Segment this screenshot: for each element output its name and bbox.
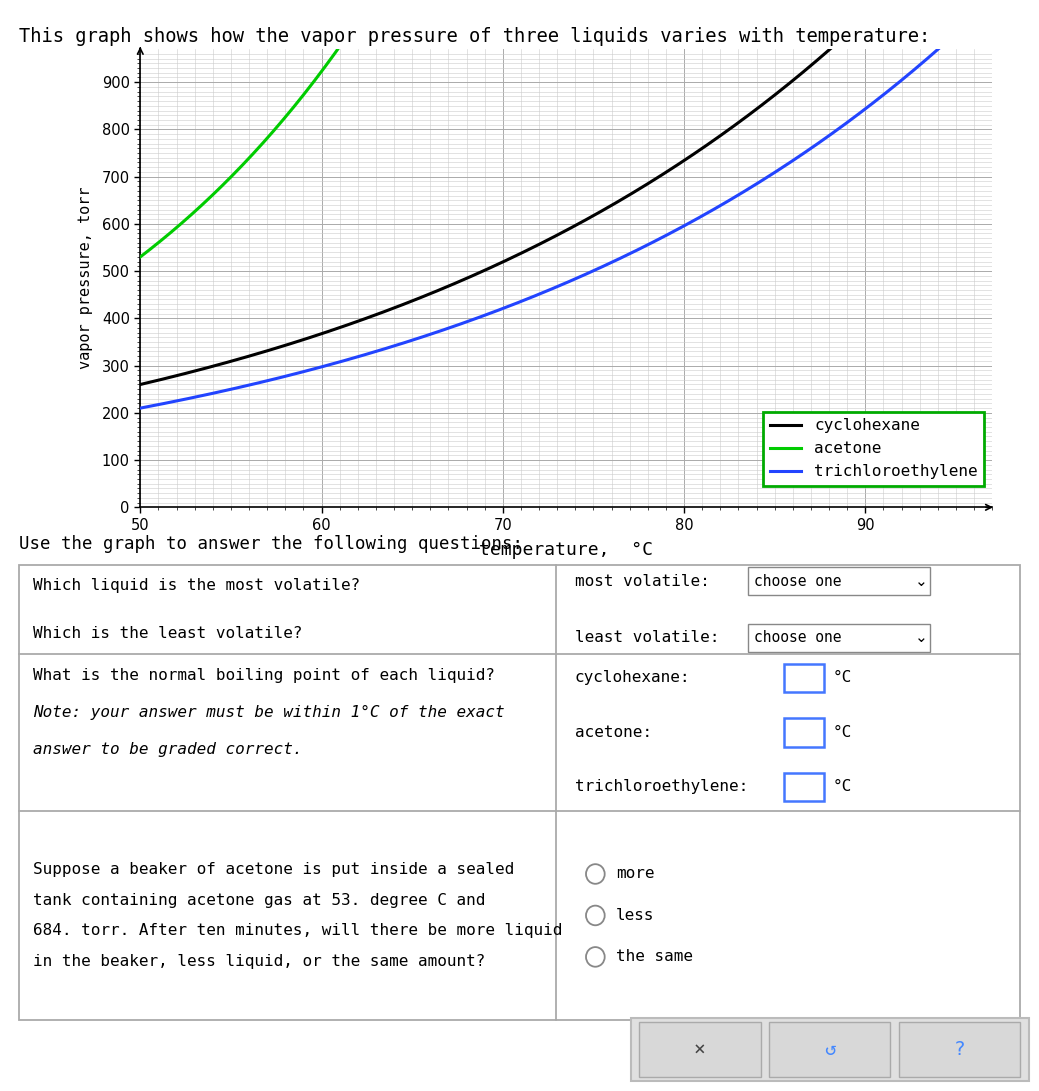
Text: ⌄: ⌄	[915, 631, 928, 646]
Text: This graph shows how the vapor pressure of three liquids varies with temperature: This graph shows how the vapor pressure …	[19, 27, 930, 46]
Text: cyclohexane:: cyclohexane:	[575, 670, 690, 685]
Text: Note: your answer must be within 1°C of the exact: Note: your answer must be within 1°C of …	[33, 705, 505, 720]
Text: Which liquid is the most volatile?: Which liquid is the most volatile?	[33, 578, 361, 594]
Text: 684. torr. After ten minutes, will there be more liquid: 684. torr. After ten minutes, will there…	[33, 923, 563, 938]
Text: more: more	[616, 866, 655, 882]
Text: ↺: ↺	[824, 1040, 835, 1059]
Text: most volatile:: most volatile:	[575, 574, 710, 589]
Text: choose one: choose one	[754, 631, 842, 646]
Text: °C: °C	[832, 779, 852, 794]
Text: least volatile:: least volatile:	[575, 631, 719, 646]
Text: ?: ?	[954, 1040, 965, 1059]
Text: ⌄: ⌄	[915, 574, 928, 589]
Text: What is the normal boiling point of each liquid?: What is the normal boiling point of each…	[33, 668, 496, 683]
Text: choose one: choose one	[754, 574, 842, 589]
Text: Suppose a beaker of acetone is put inside a sealed: Suppose a beaker of acetone is put insid…	[33, 862, 514, 877]
Text: answer to be graded correct.: answer to be graded correct.	[33, 742, 302, 757]
Text: °C: °C	[832, 724, 852, 740]
Text: ×: ×	[694, 1040, 705, 1059]
Text: less: less	[616, 908, 655, 923]
Text: Which is the least volatile?: Which is the least volatile?	[33, 626, 302, 642]
Text: tank containing acetone gas at 53. degree C and: tank containing acetone gas at 53. degre…	[33, 892, 485, 908]
Text: °C: °C	[832, 670, 852, 685]
Text: Use the graph to answer the following questions:: Use the graph to answer the following qu…	[19, 535, 523, 552]
Text: trichloroethylene:: trichloroethylene:	[575, 779, 748, 794]
Legend: cyclohexane, acetone, trichloroethylene: cyclohexane, acetone, trichloroethylene	[763, 411, 984, 485]
Y-axis label: vapor pressure, torr: vapor pressure, torr	[78, 187, 94, 370]
Text: in the beaker, less liquid, or the same amount?: in the beaker, less liquid, or the same …	[33, 954, 485, 969]
Text: acetone:: acetone:	[575, 724, 651, 740]
Text: the same: the same	[616, 949, 693, 964]
X-axis label: temperature,  °C: temperature, °C	[479, 541, 654, 559]
